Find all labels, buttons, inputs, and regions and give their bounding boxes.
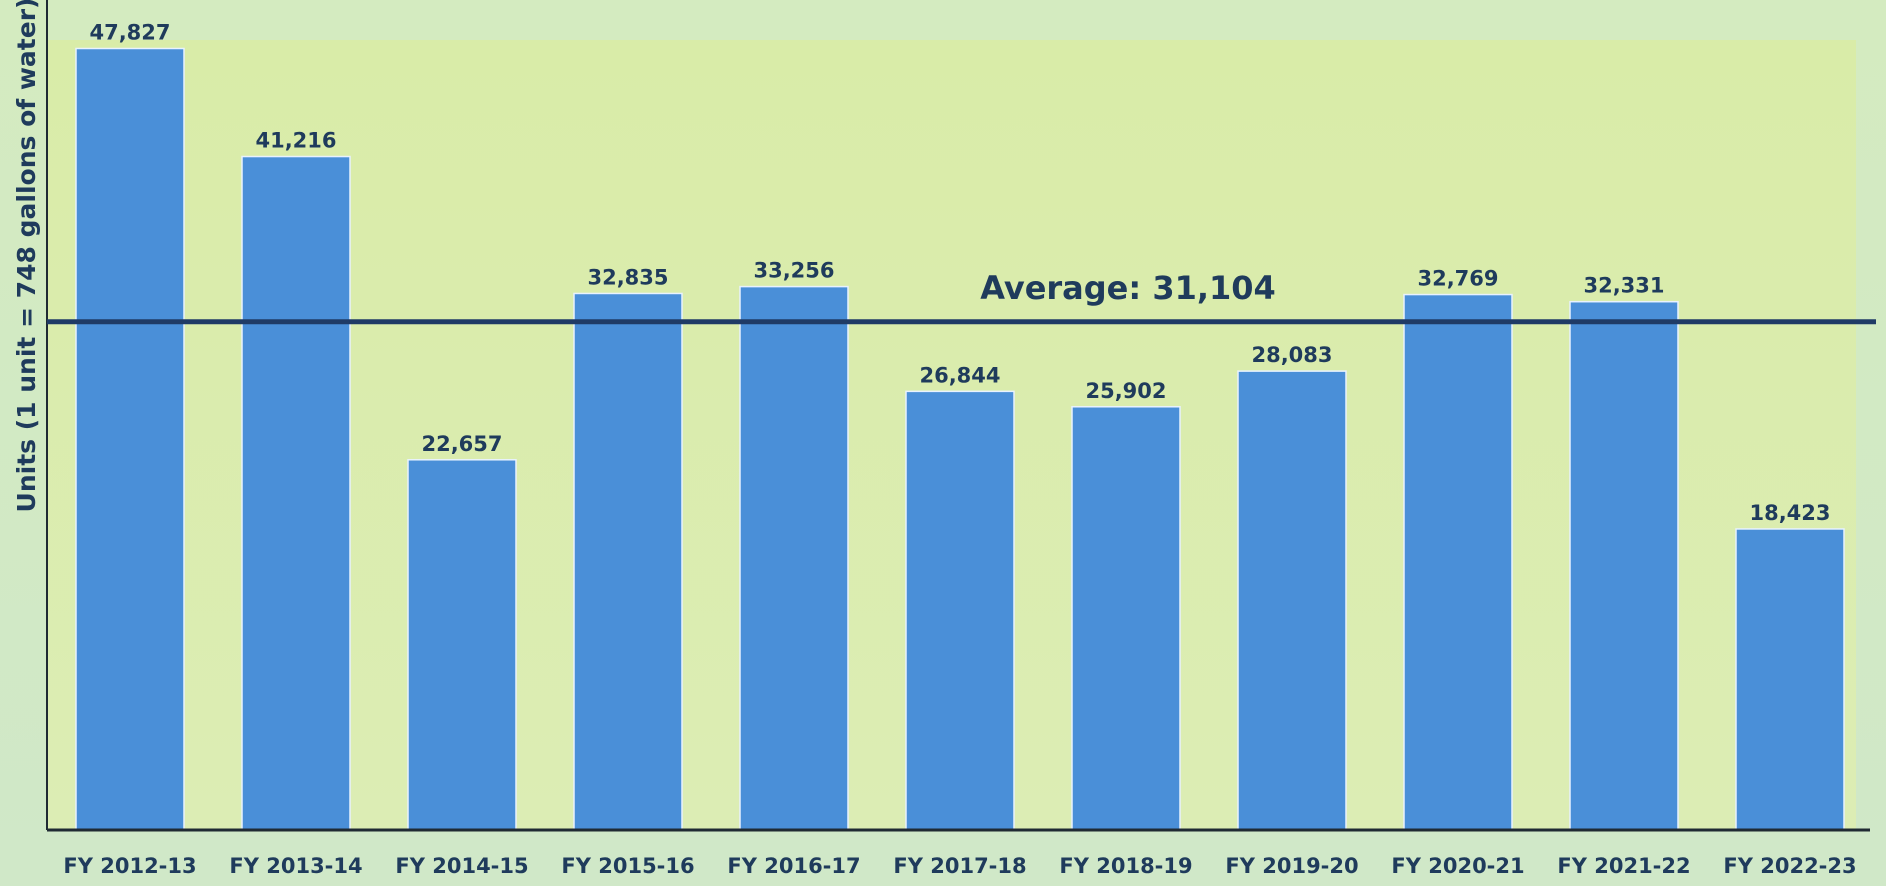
value-label: 32,331 <box>1583 274 1664 298</box>
x-tick-label: FY 2019-20 <box>1225 854 1358 878</box>
bar <box>1569 300 1679 831</box>
value-label: 33,256 <box>753 259 834 283</box>
x-tick-label: FY 2014-15 <box>395 854 528 878</box>
value-label: 32,769 <box>1417 267 1498 291</box>
value-label: 18,423 <box>1749 501 1830 525</box>
x-tick-label: FY 2015-16 <box>561 854 694 878</box>
value-label: 47,827 <box>89 21 170 45</box>
bar <box>1071 406 1181 831</box>
y-axis-label: Units (1 unit = 748 gallons of water) <box>12 0 41 512</box>
bar <box>1735 528 1845 831</box>
x-tick-label: FY 2013-14 <box>229 854 362 878</box>
x-tick-label: FY 2012-13 <box>63 854 196 878</box>
x-tick-label: FY 2022-23 <box>1723 854 1856 878</box>
x-tick-label: FY 2018-19 <box>1059 854 1192 878</box>
bar <box>1237 370 1347 831</box>
value-label: 22,657 <box>421 432 502 456</box>
x-tick-label: FY 2016-17 <box>727 854 860 878</box>
x-tick-label: FY 2017-18 <box>893 854 1026 878</box>
x-tick-label: FY 2020-21 <box>1391 854 1524 878</box>
bar <box>241 155 351 831</box>
value-label: 25,902 <box>1085 379 1166 403</box>
bar <box>75 47 185 831</box>
bar <box>573 292 683 831</box>
x-tick-label: FY 2021-22 <box>1557 854 1690 878</box>
value-label: 41,216 <box>255 129 336 153</box>
bar <box>739 285 849 831</box>
value-label: 26,844 <box>919 363 1000 387</box>
bar <box>1403 293 1513 831</box>
value-label: 28,083 <box>1251 343 1332 367</box>
bar <box>407 459 517 831</box>
bar <box>905 390 1015 831</box>
average-label: Average: 31,104 <box>980 269 1276 307</box>
value-label: 32,835 <box>587 265 668 289</box>
